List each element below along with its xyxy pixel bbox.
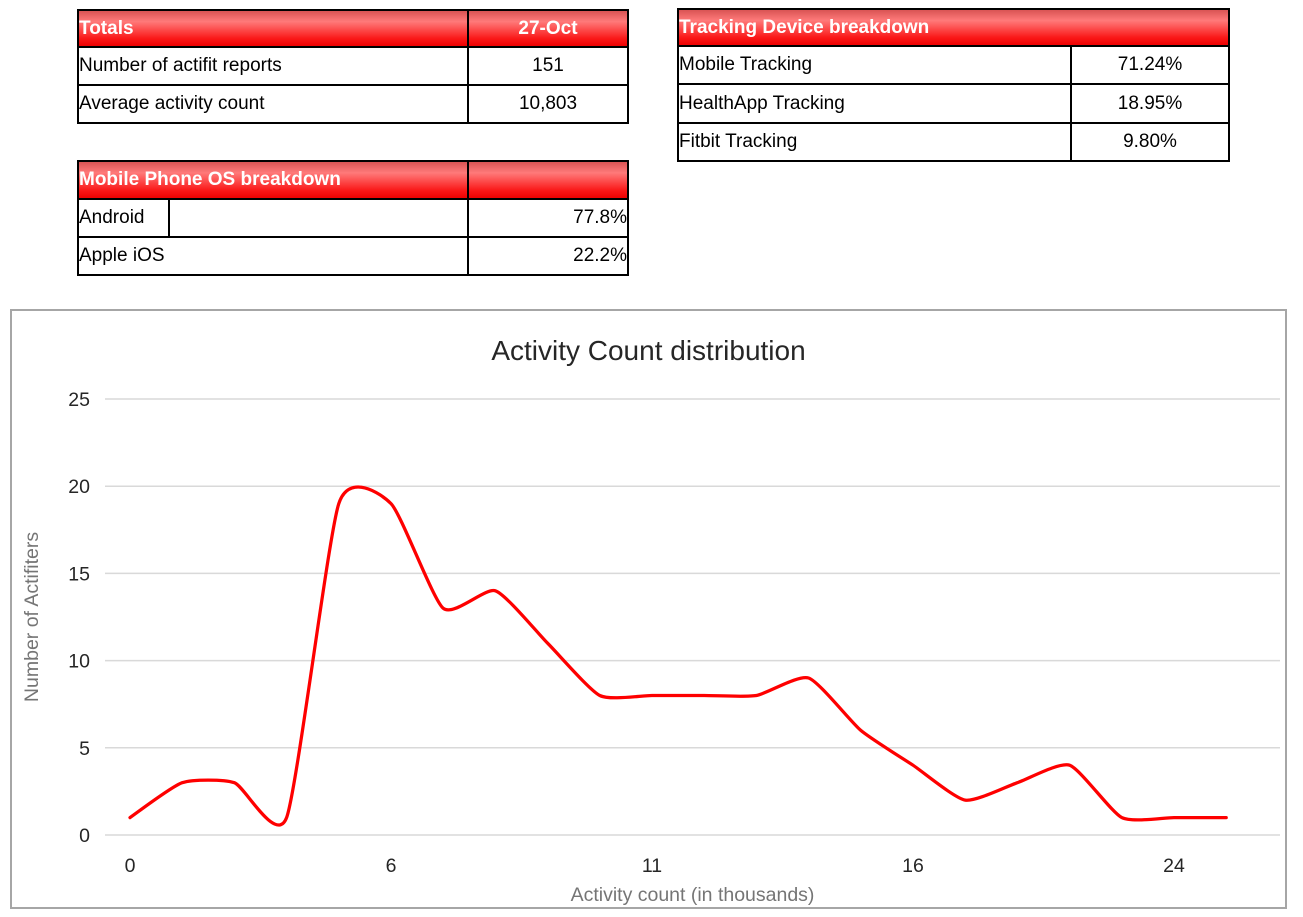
- mobile-os-row-label[interactable]: Apple iOS: [77, 236, 469, 276]
- table-row: Mobile Tracking 71.24%: [677, 45, 1231, 85]
- mobile-os-row-value[interactable]: 22.2%: [467, 236, 629, 276]
- table-row: Average activity count 10,803: [77, 84, 629, 124]
- x-tick-label: 6: [386, 855, 397, 877]
- tracking-row-label[interactable]: Fitbit Tracking: [677, 122, 1072, 162]
- x-tick-label: 24: [1163, 855, 1185, 877]
- y-tick-label: 15: [68, 563, 90, 585]
- x-tick-label: 0: [125, 855, 136, 877]
- totals-date-cell[interactable]: 27-Oct: [467, 9, 629, 48]
- y-tick-label: 25: [68, 389, 90, 411]
- table-row: Tracking Device breakdown: [676, 8, 1231, 47]
- mobile-os-table: Mobile Phone OS breakdown Android 77.8% …: [77, 160, 629, 276]
- totals-row-label[interactable]: Number of actifit reports: [77, 46, 469, 86]
- table-row: Mobile Phone OS breakdown: [77, 160, 629, 200]
- totals-row-label[interactable]: Average activity count: [77, 84, 469, 124]
- chart-plot-area: 0 5 10 15 20 25 0 6 11 16 24 Activity count (in tho…: [21, 389, 1280, 906]
- table-row: Number of actifit reports 151: [77, 46, 629, 86]
- mobile-os-row-value[interactable]: 77.8%: [467, 198, 629, 238]
- activity-distribution-chart[interactable]: 0 5 10 15 20 25 0 6 11 16 24 Activity count (in tho…: [10, 309, 1287, 909]
- cell-boundary-line: [168, 201, 170, 235]
- tracking-device-table: Tracking Device breakdown Mobile Trackin…: [676, 8, 1231, 162]
- totals-row-value[interactable]: 10,803: [467, 84, 629, 124]
- y-tick-label: 20: [68, 476, 90, 498]
- x-axis-title: Activity count (in thousands): [571, 884, 815, 906]
- tracking-row-value[interactable]: 9.80%: [1069, 122, 1231, 162]
- mobile-os-header-spacer-cell[interactable]: [467, 160, 629, 200]
- tracking-row-label[interactable]: HealthApp Tracking: [677, 83, 1072, 124]
- tracking-row-value[interactable]: 71.24%: [1069, 45, 1231, 85]
- series-line: [128, 485, 1228, 827]
- x-tick-label: 11: [642, 855, 662, 877]
- y-tick-label: 10: [68, 651, 90, 673]
- tracking-row-label[interactable]: Mobile Tracking: [677, 45, 1072, 85]
- mobile-os-row-label[interactable]: Android: [77, 198, 469, 238]
- mobile-os-header-cell[interactable]: Mobile Phone OS breakdown: [77, 160, 469, 200]
- table-row: Android 77.8%: [77, 198, 629, 238]
- y-axis-title: Number of Actifiters: [21, 532, 43, 702]
- table-row: HealthApp Tracking 18.95%: [677, 83, 1231, 124]
- totals-table: Totals 27-Oct Number of actifit reports …: [77, 9, 629, 124]
- table-row: Fitbit Tracking 9.80%: [677, 122, 1231, 162]
- y-tick-label: 5: [79, 738, 90, 760]
- chart-title: Activity Count distribution: [491, 335, 806, 366]
- x-tick-label: 16: [902, 855, 924, 877]
- android-label: Android: [79, 207, 145, 228]
- table-row: Totals 27-Oct: [77, 9, 629, 48]
- tracking-header-cell[interactable]: Tracking Device breakdown: [676, 8, 1231, 47]
- totals-header-cell[interactable]: Totals: [77, 9, 469, 48]
- totals-row-value[interactable]: 151: [467, 46, 629, 86]
- tracking-row-value[interactable]: 18.95%: [1069, 83, 1231, 124]
- table-row: Apple iOS 22.2%: [77, 236, 629, 276]
- y-tick-label: 0: [79, 825, 90, 847]
